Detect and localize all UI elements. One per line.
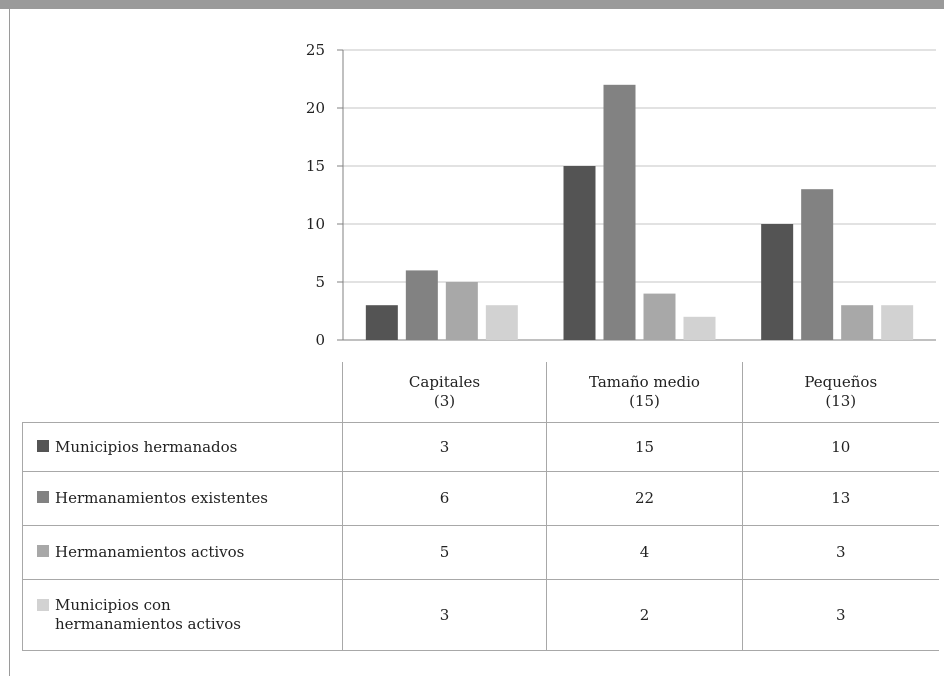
legend-swatch [37,545,49,557]
table-cell: 6 [342,471,547,526]
category-header-capitales: Capitales (3) [342,362,547,423]
y-tick-label: 5 [315,273,325,291]
category-count: (3) [433,392,456,410]
table-cell: 4 [546,525,743,580]
data-table: Capitales (3) Tamaño medio (15) Pequeños… [22,362,939,651]
table-corner [22,362,343,423]
table-row-municipios-hermanados: Municipios hermanados 3 15 10 [22,422,939,472]
bar [881,305,914,340]
bar [365,305,398,340]
bar [841,305,874,340]
bar [445,282,478,340]
category-name: Capitales [408,373,481,391]
category-header-pequenos: Pequeños (13) [742,362,939,423]
table-cell: 3 [742,525,939,580]
bar [801,189,834,340]
figure-left-border [9,9,10,676]
table-cell: 3 [342,579,547,651]
y-tick-label: 10 [306,215,325,233]
table-cell: 10 [742,422,939,472]
category-header-tamano-medio: Tamaño medio (15) [546,362,743,423]
category-name: Tamaño medio [589,373,700,391]
legend-swatch [37,599,49,611]
bar [643,293,676,340]
table-row-hermanamientos-activos: Hermanamientos activos 5 4 3 [22,525,939,580]
table-cell: 22 [546,471,743,526]
y-tick-label: 25 [306,41,325,59]
table-cell: 2 [546,579,743,651]
table-cell: 3 [342,422,547,472]
table-row-hermanamientos-existentes: Hermanamientos existentes 6 22 13 [22,471,939,526]
series-name: Hermanamientos existentes [55,489,268,507]
bar [405,270,438,340]
table-cell: 3 [742,579,939,651]
table-cell: 5 [342,525,547,580]
row-label: Hermanamientos existentes [22,471,343,526]
figure-title-bar [0,0,944,9]
bar [761,224,794,340]
y-tick-label: 15 [306,157,325,175]
table-cell: 15 [546,422,743,472]
category-count: (15) [629,392,660,410]
legend-swatch [37,439,49,452]
row-label: Municipios hermanados [22,422,343,472]
bar [683,316,716,340]
y-tick-label: 20 [306,99,325,117]
row-label: Municipios con hermanamientos activos [22,579,343,651]
category-count: (13) [825,392,857,410]
series-name: Municipios con hermanamientos activos [55,596,241,633]
bar-chart: 0 5 10 15 20 25 [306,41,936,349]
row-label: Hermanamientos activos [22,525,343,580]
series-name: Municipios hermanados [55,437,238,456]
bar [603,84,636,340]
bar [563,166,596,340]
bar [485,305,518,340]
series-name: Hermanamientos activos [55,543,245,561]
legend-swatch [37,491,49,503]
table-cell: 13 [742,471,939,526]
table-row-municipios-con-hermanamientos-activos: Municipios con hermanamientos activos 3 … [22,579,939,651]
category-name: Pequeños [804,373,878,391]
y-tick-label: 0 [315,331,325,349]
